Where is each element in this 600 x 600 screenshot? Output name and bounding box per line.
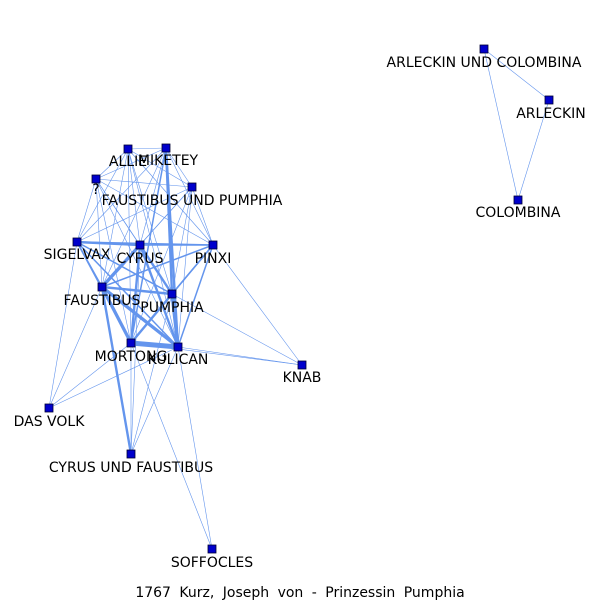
edge-faustibus-und-pumphia-sigelvax [76, 186, 193, 243]
node-label-arleckin: ARLECKIN [516, 106, 586, 122]
node-miketey[interactable] [161, 143, 171, 153]
node-faustibus-und-pumphia[interactable] [187, 182, 197, 192]
edge-faustibus-cyrus-und-faustibus [100, 285, 133, 456]
edge-miketey-kulican [164, 146, 180, 349]
node-cyrus[interactable] [135, 240, 145, 250]
node-pumphia[interactable] [167, 289, 177, 299]
node-knab[interactable] [297, 360, 307, 370]
edge-kulican-soffocles [177, 346, 213, 550]
edge-allie-cyrus [127, 148, 141, 246]
node-label-miketey: MIKETEY [138, 153, 199, 169]
edge-miketey-q [95, 147, 167, 180]
node-faustibus[interactable] [97, 282, 107, 292]
edge-cyrus-mortong [129, 243, 142, 345]
edge-sigelvax-das-volk [48, 241, 78, 409]
edge-pinxi-kulican [177, 244, 214, 348]
node-label-das-volk: DAS VOLK [14, 414, 86, 430]
edge-q-mortong [95, 178, 132, 344]
node-sigelvax[interactable] [72, 237, 82, 247]
edge-kulican-cyrus-und-faustibus [130, 346, 179, 455]
node-soffocles[interactable] [207, 544, 217, 554]
node-label-colombina: COLOMBINA [476, 205, 561, 221]
node-kulican[interactable] [173, 342, 183, 352]
node-layer [44, 44, 554, 554]
edge-pumphia-kulican [170, 292, 180, 349]
edge-arleckin-colombina [517, 99, 550, 201]
node-label-kulican: KULICAN [148, 352, 209, 368]
edge-mortong-soffocles [130, 342, 213, 550]
node-label-faustibus-und-pumphia: FAUSTIBUS UND PUMPHIA [102, 193, 283, 209]
edge-pinxi-knab [212, 244, 303, 366]
node-label-pumphia: PUMPHIA [140, 300, 204, 316]
edge-cyrus-kulican [138, 243, 180, 349]
edge-allie-faustibus-und-pumphia [127, 148, 193, 188]
node-label-soffocles: SOFFOCLES [171, 555, 253, 571]
edge-allie-q [95, 148, 129, 180]
node-label-allie: ALLIE [109, 154, 147, 170]
edge-faustibus-und-pumphia-kulican [177, 186, 193, 348]
node-das-volk[interactable] [44, 403, 54, 413]
edge-faustibus-pumphia [100, 285, 174, 296]
node-q[interactable] [91, 174, 101, 184]
node-pinxi[interactable] [208, 240, 218, 250]
edge-faustibus-das-volk [48, 286, 103, 409]
node-label-arleckin-und-colombina: ARLECKIN UND COLOMBINA [387, 55, 582, 71]
edge-miketey-faustibus [101, 147, 167, 288]
edge-miketey-sigelvax [76, 147, 167, 243]
edge-allie-miketey [127, 147, 167, 150]
edge-layer [48, 48, 550, 550]
edge-q-pinxi [95, 178, 214, 246]
edge-mortong-kulican [128, 340, 181, 350]
edge-faustibus-und-pumphia-pinxi [191, 186, 214, 246]
edge-pumphia-mortong [129, 292, 174, 345]
node-label-sigelvax: SIGELVAX [44, 247, 111, 263]
edge-q-faustibus-und-pumphia [95, 178, 193, 188]
edge-allie-pumphia [127, 148, 173, 295]
graph-caption: 1767 Kurz, Joseph von - Prinzessin Pumph… [135, 585, 464, 600]
node-label-q: ? [92, 182, 99, 198]
edge-faustibus-kulican [100, 285, 180, 349]
edge-allie-sigelvax [76, 148, 129, 243]
node-label-knab: KNAB [283, 370, 322, 386]
edge-kulican-knab [177, 346, 303, 366]
edge-arleckin-und-colombina-colombina [483, 48, 519, 201]
node-label-pinxi: PINXI [195, 251, 232, 267]
edge-mortong-das-volk [48, 342, 132, 409]
node-allie[interactable] [123, 144, 133, 154]
edge-q-faustibus [95, 178, 103, 288]
node-label-cyrus-und-faustibus: CYRUS UND FAUSTIBUS [49, 460, 213, 476]
node-cyrus-und-faustibus[interactable] [126, 449, 136, 459]
edge-pinxi-faustibus [101, 244, 214, 288]
node-label-cyrus: CYRUS [117, 251, 164, 267]
edge-miketey-cyrus [139, 147, 167, 246]
edge-q-sigelvax [76, 178, 97, 243]
node-arleckin[interactable] [544, 95, 554, 105]
edge-cyrus-pumphia [138, 243, 174, 296]
edge-pumphia-knab [171, 293, 303, 366]
node-label-mortong: MORTONG [95, 349, 168, 365]
edge-kulican-das-volk [48, 346, 179, 409]
node-label-faustibus: FAUSTIBUS [64, 293, 141, 309]
edge-pumphia-cyrus-und-faustibus [130, 293, 173, 455]
edge-miketey-faustibus-und-pumphia [165, 147, 193, 188]
edge-mortong-knab [130, 342, 303, 366]
edge-cyrus-cyrus-und-faustibus [130, 244, 141, 455]
edge-faustibus-und-pumphia-pumphia [171, 186, 193, 295]
edge-sigelvax-kulican [76, 241, 179, 348]
node-arleckin-und-colombina[interactable] [479, 44, 489, 54]
edge-arleckin-und-colombina-arleckin [483, 48, 550, 101]
edge-miketey-pinxi [165, 147, 214, 246]
edge-q-kulican [95, 178, 179, 348]
edge-faustibus-mortong [100, 285, 133, 345]
node-colombina[interactable] [513, 195, 523, 205]
edge-allie-kulican [127, 148, 179, 348]
node-mortong[interactable] [126, 338, 136, 348]
edge-cyrus-faustibus [100, 243, 142, 289]
